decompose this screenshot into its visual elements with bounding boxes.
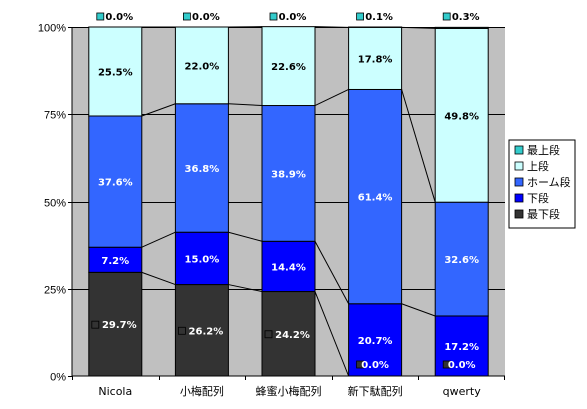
- data-label: 0.0%: [105, 12, 133, 23]
- data-label-key: [96, 12, 105, 21]
- data-label: 0.3%: [452, 12, 480, 23]
- x-category-label: Nicola: [98, 385, 132, 398]
- bar-segment: [434, 27, 489, 203]
- bar-segment: [434, 201, 489, 317]
- series-line: [314, 291, 350, 377]
- data-label-key: [177, 326, 186, 335]
- x-category-label: qwerty: [443, 385, 482, 398]
- legend-swatch: [514, 177, 524, 187]
- data-label-key: [442, 12, 451, 21]
- data-label: 25.5%: [98, 67, 133, 78]
- data-labels: 29.7% 7.2% 37.6% 25.5% 0.0% 26.2% 15.0% 36.8% 22…: [91, 12, 480, 371]
- legend-swatch: [514, 145, 524, 155]
- legend-label: 最上段: [527, 143, 560, 157]
- data-label-key: [264, 330, 273, 339]
- data-label: 22.6%: [271, 62, 306, 73]
- x-category-label: 新下駄配列: [348, 384, 403, 398]
- bar-segment: [174, 231, 229, 286]
- data-label: 36.8%: [185, 164, 220, 175]
- series-line: [141, 271, 176, 286]
- data-label: 38.9%: [271, 169, 306, 180]
- bar-segment: [348, 88, 403, 305]
- bar-segment: [88, 26, 143, 117]
- data-label-key: [356, 360, 365, 369]
- bar-segment: [174, 26, 229, 105]
- data-label: 24.2%: [275, 330, 310, 341]
- legend-label: 最下段: [527, 207, 560, 221]
- data-label: 7.2%: [101, 256, 129, 267]
- y-tick-label: 100%: [38, 23, 66, 35]
- data-label-key: [91, 320, 100, 329]
- data-label: 0.0%: [448, 360, 476, 371]
- legend-label: ホーム段: [527, 175, 571, 189]
- legend-swatch: [514, 193, 524, 203]
- legend-swatch: [514, 161, 524, 171]
- x-category-label: 小梅配列: [180, 384, 224, 398]
- bar-segment: [88, 246, 143, 273]
- data-label: 0.0%: [192, 12, 220, 23]
- series-line: [401, 303, 436, 317]
- series-line: [401, 89, 436, 203]
- legend-label: 下段: [527, 191, 549, 205]
- data-label-key: [356, 12, 365, 21]
- data-label-key: [269, 12, 278, 21]
- legend-swatch: [514, 209, 524, 219]
- series-line: [314, 89, 349, 106]
- data-label: 22.0%: [185, 61, 220, 72]
- y-tick-label: 75%: [44, 110, 66, 122]
- x-category-label: 蜂蜜小梅配列: [256, 384, 322, 398]
- data-label-key: [442, 360, 451, 369]
- bar-segment: [434, 26, 489, 29]
- legend-label: 上段: [527, 159, 549, 173]
- data-label: 0.0%: [279, 12, 307, 23]
- series-line: [141, 103, 176, 117]
- data-label: 0.0%: [361, 360, 389, 371]
- data-label: 61.4%: [358, 193, 393, 204]
- y-axis: 0% 25% 50% 75% 100%: [38, 23, 72, 384]
- data-label: 17.2%: [444, 342, 479, 353]
- series-line: [228, 231, 263, 242]
- series-line: [314, 241, 350, 304]
- bar-segment: [261, 26, 316, 107]
- data-label: 17.8%: [358, 54, 393, 65]
- x-axis: Nicola 小梅配列 蜂蜜小梅配列 新下駄配列 qwerty: [72, 376, 505, 398]
- bar-segment: [261, 105, 316, 242]
- series-line: [314, 26, 349, 28]
- bar-segment: [174, 103, 229, 233]
- data-label: 49.8%: [444, 111, 479, 122]
- y-tick-label: 50%: [44, 198, 66, 210]
- data-label-key: [182, 12, 191, 21]
- data-label: 26.2%: [189, 326, 224, 337]
- data-label: 29.7%: [102, 320, 137, 331]
- bar-segment: [261, 240, 316, 293]
- series-line: [401, 26, 436, 29]
- y-tick-label: 25%: [44, 285, 66, 297]
- bar-segment: [348, 26, 403, 90]
- series-line: [228, 284, 263, 293]
- series-line: [141, 231, 176, 248]
- data-label: 0.1%: [365, 12, 393, 23]
- data-label: 15.0%: [185, 254, 220, 265]
- data-label: 37.6%: [98, 178, 133, 189]
- bar-segment: [88, 115, 143, 248]
- series-line: [228, 103, 263, 107]
- data-label: 20.7%: [358, 336, 393, 347]
- data-label: 32.6%: [444, 255, 479, 266]
- y-tick-label: 0%: [50, 372, 66, 384]
- data-label: 14.4%: [271, 262, 306, 273]
